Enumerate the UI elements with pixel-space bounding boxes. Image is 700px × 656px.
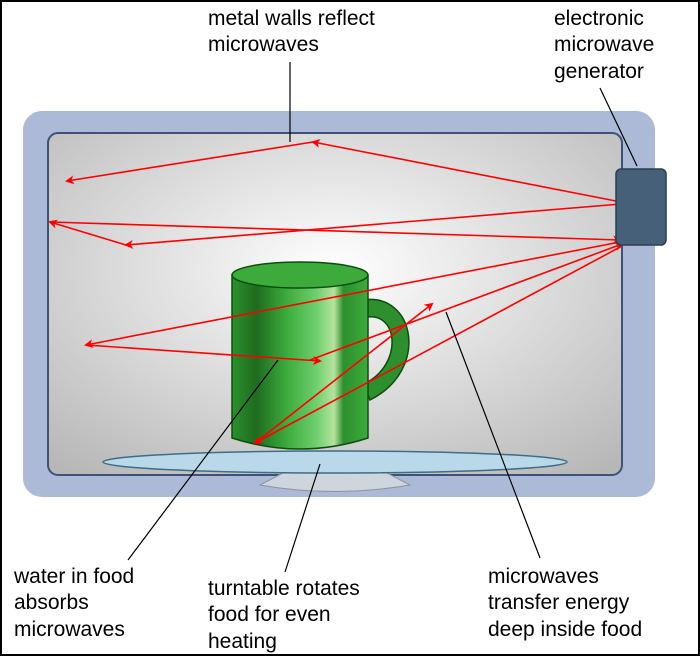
- label-turntable: turntable rotatesfood for evenheating: [208, 576, 360, 655]
- diagram-svg: [0, 0, 700, 656]
- label-water-absorbs: water in foodabsorbsmicrowaves: [14, 564, 134, 643]
- microwave-diagram: metal walls reflectmicrowaves electronic…: [0, 0, 700, 656]
- mug-rim: [232, 262, 368, 288]
- generator-box: [616, 169, 666, 245]
- label-metal-walls: metal walls reflectmicrowaves: [208, 6, 375, 59]
- label-generator: electronicmicrowavegenerator: [554, 6, 654, 85]
- turntable-plate: [103, 451, 567, 473]
- label-transfer: microwavestransfer energydeep inside foo…: [488, 564, 642, 643]
